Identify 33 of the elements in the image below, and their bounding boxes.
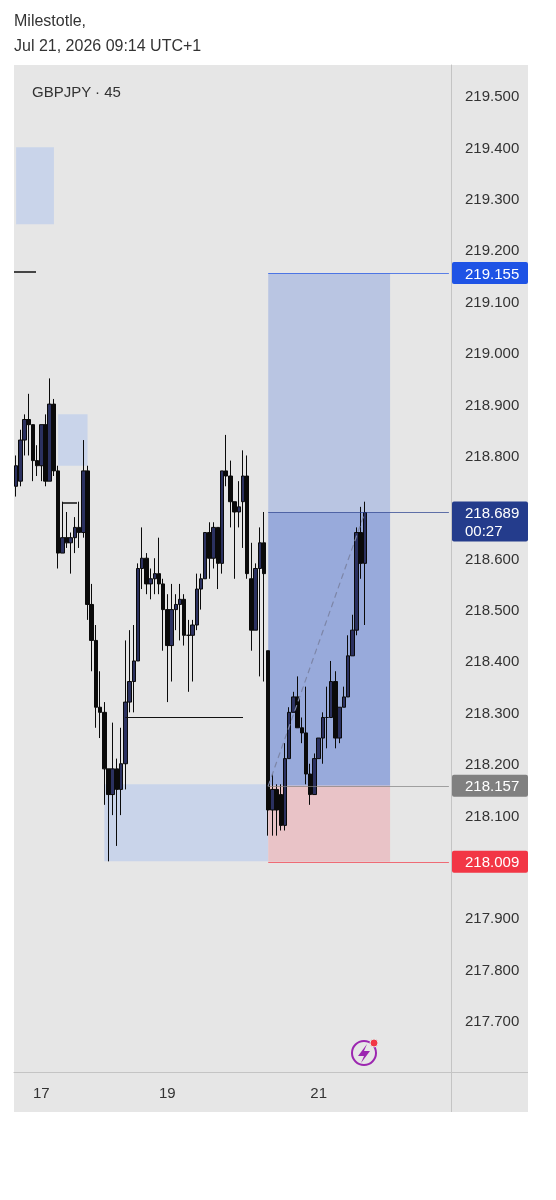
text: Milestotle,: [14, 11, 87, 29]
y-tick-label: 219.400: [465, 138, 520, 156]
y-tick-label: 219.200: [465, 241, 520, 259]
ref-line-label: 219.155: [465, 264, 520, 282]
candlestick: [262, 511, 266, 683]
candlestick: [47, 377, 52, 482]
y-tick-label: 218.300: [465, 703, 520, 721]
x-tick-label: 17: [32, 1084, 50, 1101]
y-tick-label: 218.500: [465, 601, 520, 619]
y-tick-label: 219.100: [465, 292, 520, 310]
candlestick: [245, 454, 249, 580]
ref-line-label: 218.157: [465, 777, 520, 795]
ref-line-label: 218.009: [465, 853, 520, 871]
y-tick-label: 218.200: [465, 755, 520, 773]
x-tick-label: 21: [310, 1084, 327, 1101]
candlestick: [249, 542, 254, 652]
x-tick-label: 19: [159, 1084, 176, 1101]
candlestick: [266, 650, 270, 837]
y-tick-label: 218.800: [465, 446, 520, 464]
candlestick: [207, 521, 212, 580]
y-tick-label: 218.600: [465, 549, 520, 567]
y-tick-label: 218.900: [465, 395, 520, 413]
y-tick-label: 217.700: [465, 1012, 520, 1030]
y-tick-label: 218.400: [465, 652, 520, 670]
y-tick-label: 219.000: [465, 344, 520, 362]
y-tick-label: 217.900: [465, 909, 520, 927]
text: Jul 21, 2026 09:14 UTC+1: [14, 36, 202, 54]
y-tick-label: 217.800: [465, 960, 520, 978]
y-tick-label: 219.300: [465, 190, 520, 208]
ref-line-label: 218.689 00:27: [465, 504, 520, 539]
y-tick-label: 218.100: [465, 806, 520, 824]
y-tick-label: 219.500: [465, 87, 520, 105]
text: GBPJPY · 45: [32, 83, 121, 100]
